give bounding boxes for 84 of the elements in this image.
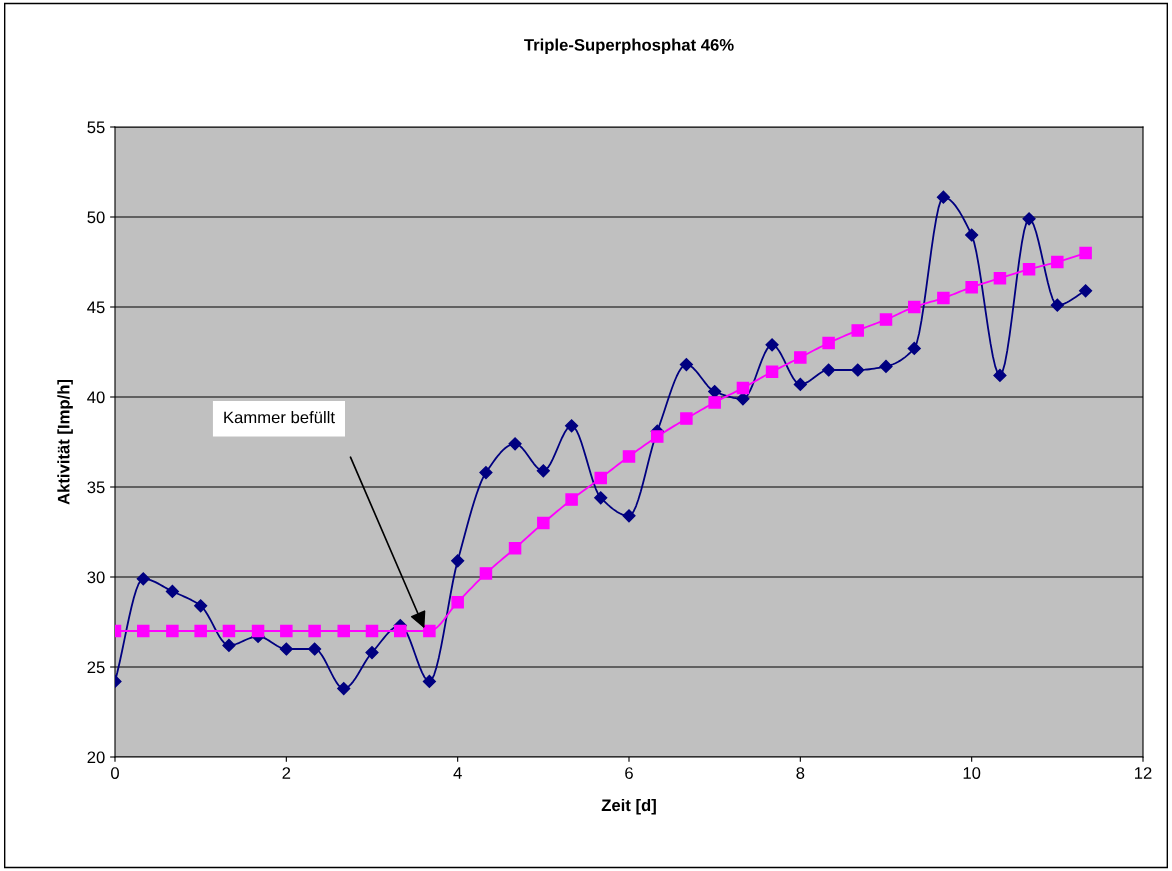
point: [365, 624, 379, 638]
point: [851, 324, 864, 337]
y-tick-label: 55: [87, 121, 105, 134]
point: [308, 624, 321, 638]
point: [137, 624, 150, 638]
x-tick-label: 6: [625, 767, 633, 779]
point: [622, 509, 636, 523]
annotation: Kammer befüllt: [224, 411, 335, 424]
chart-title: Triple-Superphosphat 46%: [524, 38, 734, 55]
point: [965, 280, 978, 294]
point: [993, 271, 1007, 285]
point: [879, 313, 893, 326]
y-tick-label: 50: [87, 211, 105, 224]
point: [594, 471, 607, 485]
y-tick-label: 20: [87, 751, 105, 764]
point: [365, 646, 379, 660]
point: [451, 595, 464, 609]
point: [194, 624, 207, 638]
point: [822, 363, 836, 377]
point: [251, 624, 265, 638]
point: [508, 541, 522, 555]
point: [394, 624, 407, 638]
x-tick-label: 4: [453, 767, 462, 779]
y-tick-label: 35: [87, 481, 105, 494]
x-tick-label: 10: [963, 767, 981, 779]
y-tick-label: 40: [87, 391, 105, 404]
point: [308, 642, 322, 656]
point: [622, 450, 636, 463]
point: [765, 365, 779, 379]
point: [166, 624, 179, 638]
point: [423, 624, 436, 638]
point: [736, 381, 750, 395]
point: [965, 228, 979, 242]
point: [565, 419, 579, 433]
point: [936, 190, 950, 204]
point: [594, 491, 608, 505]
point: [708, 385, 722, 399]
point: [337, 682, 351, 696]
point: [822, 336, 835, 350]
x-tick-label: 8: [796, 767, 805, 779]
point: [708, 396, 721, 409]
point: [479, 466, 493, 480]
point: [279, 642, 293, 656]
point: [479, 567, 493, 580]
point: [136, 572, 150, 586]
point: [451, 554, 465, 568]
point: [1079, 246, 1092, 260]
x-axis-title: Zeit [d]: [601, 798, 656, 815]
point: [537, 516, 550, 530]
point: [536, 464, 550, 478]
point: [765, 338, 779, 352]
point: [222, 624, 236, 638]
point: [937, 291, 950, 305]
point: [879, 359, 893, 373]
point: [1079, 284, 1093, 298]
point: [679, 358, 693, 372]
point: [1050, 298, 1064, 312]
x-tick-label: 2: [282, 767, 291, 779]
point: [993, 368, 1007, 382]
point: [165, 584, 179, 598]
point: [736, 392, 750, 406]
point: [851, 363, 865, 377]
point: [680, 412, 693, 425]
point: [222, 638, 236, 652]
point: [508, 437, 522, 451]
point: [651, 430, 664, 443]
point: [280, 624, 293, 638]
point: [794, 351, 807, 364]
point: [907, 341, 921, 355]
point: [1051, 255, 1064, 269]
x-tick-label: 0: [111, 767, 119, 779]
point: [194, 599, 208, 613]
point: [1022, 262, 1036, 276]
point: [1022, 212, 1036, 226]
point: [337, 624, 350, 638]
y-tick-label: 30: [87, 571, 105, 584]
point: [422, 674, 436, 688]
point: [793, 377, 807, 391]
y-tick-label: 45: [87, 301, 105, 314]
y-tick-label: 25: [87, 661, 105, 674]
point: [908, 300, 921, 314]
y-axis-title: Aktivität [Imp/h]: [57, 379, 73, 505]
x-tick-label: 12: [1135, 767, 1152, 779]
point: [565, 493, 578, 506]
